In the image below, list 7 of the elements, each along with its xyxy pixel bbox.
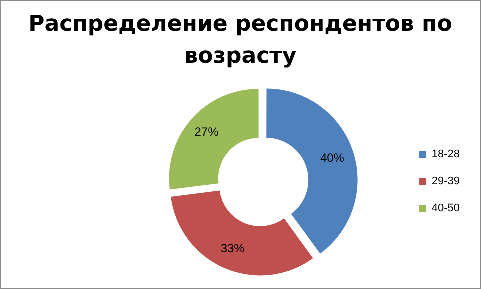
legend-label: 40-50 (432, 202, 460, 215)
data-label: 27% (194, 124, 220, 139)
chart-title: Распределение респондентов по возрасту (28, 11, 454, 71)
legend-label: 29-39 (432, 176, 460, 188)
legend-label: 18-28 (432, 148, 460, 161)
data-label: 40% (320, 150, 345, 165)
data-label: 33% (220, 242, 246, 256)
